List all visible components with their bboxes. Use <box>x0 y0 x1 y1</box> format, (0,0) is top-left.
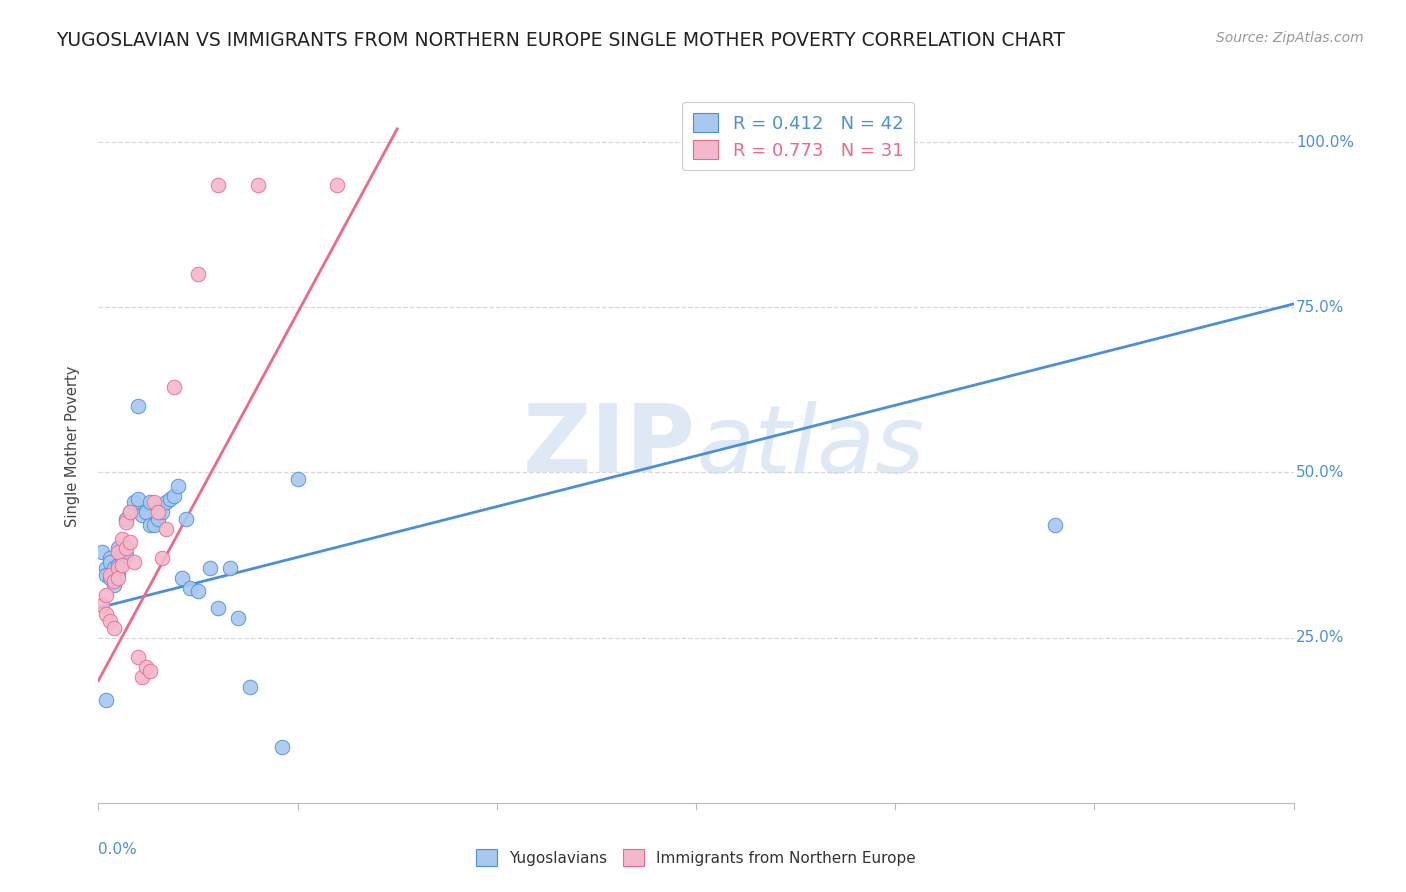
Point <box>174 511 197 525</box>
Point <box>115 541 138 556</box>
Point <box>131 508 153 523</box>
Point <box>326 178 349 192</box>
Point <box>127 650 149 665</box>
Point <box>96 561 118 575</box>
Point <box>120 534 142 549</box>
Text: atlas: atlas <box>696 401 924 491</box>
Point <box>150 551 173 566</box>
Point <box>124 555 146 569</box>
Point <box>103 574 125 589</box>
Point <box>111 558 134 572</box>
Point <box>143 495 166 509</box>
Point <box>187 267 209 281</box>
Text: ZIP: ZIP <box>523 400 696 492</box>
Point <box>103 571 125 585</box>
Point <box>120 505 142 519</box>
Point <box>124 495 146 509</box>
Point <box>98 571 122 585</box>
Point <box>107 545 129 559</box>
Point <box>139 518 162 533</box>
Text: 75.0%: 75.0% <box>1296 300 1344 315</box>
Point <box>198 561 221 575</box>
Point <box>139 664 162 678</box>
Text: 0.0%: 0.0% <box>98 842 138 857</box>
Text: YUGOSLAVIAN VS IMMIGRANTS FROM NORTHERN EUROPE SINGLE MOTHER POVERTY CORRELATION: YUGOSLAVIAN VS IMMIGRANTS FROM NORTHERN … <box>56 31 1066 50</box>
Point <box>107 567 129 582</box>
Point <box>155 495 177 509</box>
Point <box>287 472 309 486</box>
Point <box>135 505 157 519</box>
Point <box>91 598 114 612</box>
Point <box>96 607 118 622</box>
Point <box>111 532 134 546</box>
Point <box>96 588 118 602</box>
Point <box>98 567 122 582</box>
Point <box>219 561 242 575</box>
Point <box>139 495 162 509</box>
Point <box>120 505 142 519</box>
Point <box>103 621 125 635</box>
Text: 25.0%: 25.0% <box>1296 630 1344 645</box>
Point <box>127 491 149 506</box>
Point <box>111 545 134 559</box>
Point <box>172 571 194 585</box>
Point <box>115 515 138 529</box>
Text: 50.0%: 50.0% <box>1296 465 1344 480</box>
Point <box>226 611 249 625</box>
Point <box>159 491 181 506</box>
Legend: Yugoslavians, Immigrants from Northern Europe: Yugoslavians, Immigrants from Northern E… <box>468 842 924 873</box>
Point <box>103 578 125 592</box>
Point <box>111 555 134 569</box>
Point <box>103 561 125 575</box>
Point <box>96 567 118 582</box>
Point <box>127 400 149 414</box>
Point <box>135 660 157 674</box>
Point <box>107 558 129 572</box>
Y-axis label: Single Mother Poverty: Single Mother Poverty <box>65 366 80 526</box>
Point <box>98 614 122 628</box>
Text: Source: ZipAtlas.com: Source: ZipAtlas.com <box>1216 31 1364 45</box>
Point <box>163 489 186 503</box>
Point <box>107 571 129 585</box>
Point <box>115 548 138 562</box>
Point <box>143 518 166 533</box>
Point <box>163 379 186 393</box>
Point <box>115 511 138 525</box>
Point <box>270 739 292 754</box>
Point <box>167 478 190 492</box>
Point <box>1043 518 1066 533</box>
Point <box>148 511 170 525</box>
Point <box>91 545 114 559</box>
Text: 100.0%: 100.0% <box>1296 135 1354 150</box>
Point <box>107 561 129 575</box>
Point <box>246 178 269 192</box>
Point <box>179 581 201 595</box>
Point <box>207 178 229 192</box>
Point <box>148 505 170 519</box>
Point <box>98 555 122 569</box>
Point <box>155 522 177 536</box>
Point <box>187 584 209 599</box>
Point <box>131 670 153 684</box>
Point <box>207 600 229 615</box>
Point <box>98 551 122 566</box>
Point <box>107 541 129 556</box>
Point <box>96 693 118 707</box>
Point <box>150 505 173 519</box>
Point <box>239 680 262 694</box>
